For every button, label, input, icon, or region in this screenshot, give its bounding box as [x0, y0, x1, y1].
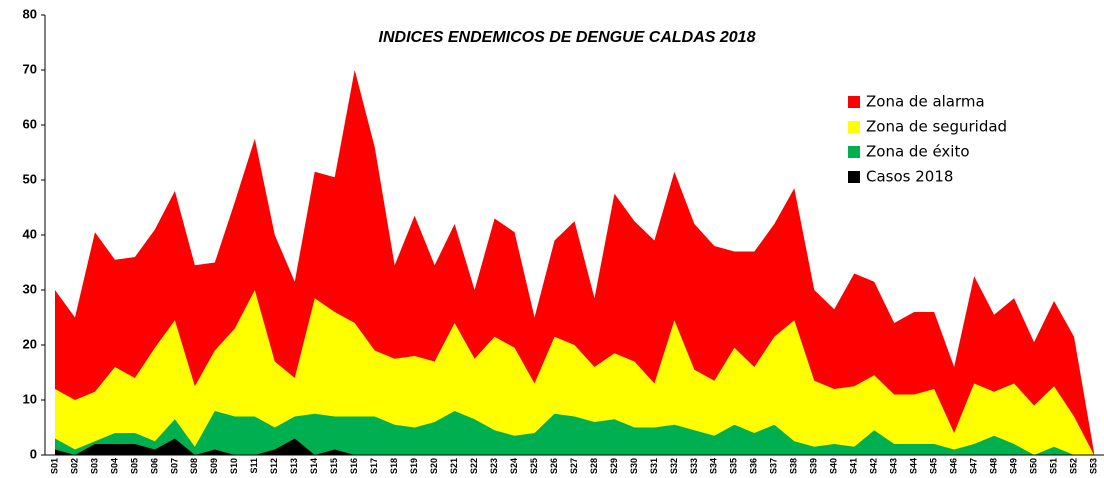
- y-tick-label: 40: [23, 226, 37, 241]
- x-tick-label: S05: [129, 458, 139, 474]
- x-tick-label: S42: [869, 458, 879, 474]
- x-tick-label: S50: [1028, 458, 1038, 474]
- legend-swatch: [848, 146, 860, 158]
- x-tick-label: S37: [769, 458, 779, 474]
- legend-label: Zona de éxito: [866, 143, 970, 161]
- x-tick-label: S41: [849, 458, 859, 474]
- y-tick-label: 0: [30, 446, 37, 461]
- x-tick-label: S44: [909, 458, 919, 474]
- x-tick-label: S45: [929, 458, 939, 474]
- chart-title: INDICES ENDEMICOS DE DENGUE CALDAS 2018: [379, 29, 756, 46]
- x-tick-label: S33: [689, 458, 699, 474]
- x-tick-label: S19: [409, 458, 419, 474]
- x-tick-label: S46: [949, 458, 959, 474]
- x-tick-label: S11: [249, 458, 259, 474]
- x-tick-label: S35: [729, 458, 739, 474]
- y-tick-label: 70: [23, 61, 37, 76]
- x-tick-label: S24: [509, 458, 519, 474]
- x-tick-label: S43: [889, 458, 899, 474]
- x-tick-label: S36: [749, 458, 759, 474]
- x-tick-label: S16: [349, 458, 359, 474]
- x-tick-label: S22: [469, 458, 479, 474]
- x-tick-label: S29: [609, 458, 619, 474]
- legend-swatch: [848, 121, 860, 133]
- legend-label: Zona de alarma: [866, 93, 985, 111]
- x-tick-label: S07: [169, 458, 179, 474]
- x-tick-label: S39: [809, 458, 819, 474]
- area: [54, 438, 355, 455]
- area: [54, 411, 1095, 455]
- x-tick-label: S48: [988, 458, 998, 474]
- x-tick-label: S49: [1008, 458, 1018, 474]
- x-tick-label: S08: [189, 458, 199, 474]
- legend-label: Casos 2018: [866, 168, 953, 186]
- x-tick-label: S17: [369, 458, 379, 474]
- legend-swatch: [848, 96, 860, 108]
- x-tick-label: S02: [69, 458, 79, 474]
- x-tick-label: S18: [389, 458, 399, 474]
- x-tick-label: S51: [1048, 458, 1058, 474]
- x-tick-label: S14: [309, 458, 319, 474]
- x-tick-label: S12: [269, 458, 279, 474]
- x-tick-label: S30: [629, 458, 639, 474]
- legend-swatch: [848, 171, 860, 183]
- y-tick-label: 10: [23, 391, 37, 406]
- y-tick-label: 60: [23, 116, 37, 131]
- x-tick-label: S40: [829, 458, 839, 474]
- x-tick-label: S26: [549, 458, 559, 474]
- x-tick-label: S06: [149, 458, 159, 474]
- y-tick-label: 80: [23, 6, 37, 21]
- y-tick-label: 50: [23, 171, 37, 186]
- x-tick-label: S01: [49, 458, 59, 474]
- x-tick-label: S23: [489, 458, 499, 474]
- legend-label: Zona de seguridad: [866, 118, 1007, 136]
- x-tick-label: S53: [1088, 458, 1098, 474]
- x-tick-label: S13: [289, 458, 299, 474]
- x-tick-label: S25: [529, 458, 539, 474]
- y-tick-label: 20: [23, 336, 37, 351]
- x-tick-label: S15: [329, 458, 339, 474]
- x-tick-label: S04: [109, 458, 119, 474]
- y-tick-label: 30: [23, 281, 37, 296]
- x-tick-label: S31: [649, 458, 659, 474]
- x-tick-label: S38: [789, 458, 799, 474]
- x-tick-label: S09: [209, 458, 219, 474]
- x-tick-label: S20: [429, 458, 439, 474]
- x-tick-label: S21: [449, 458, 459, 474]
- x-tick-label: S28: [589, 458, 599, 474]
- x-tick-label: S10: [229, 458, 239, 474]
- x-tick-label: S03: [89, 458, 99, 474]
- x-tick-label: S27: [569, 458, 579, 474]
- x-tick-label: S32: [669, 458, 679, 474]
- x-tick-label: S47: [968, 458, 978, 474]
- x-tick-label: S52: [1068, 458, 1078, 474]
- x-tick-label: S34: [709, 458, 719, 474]
